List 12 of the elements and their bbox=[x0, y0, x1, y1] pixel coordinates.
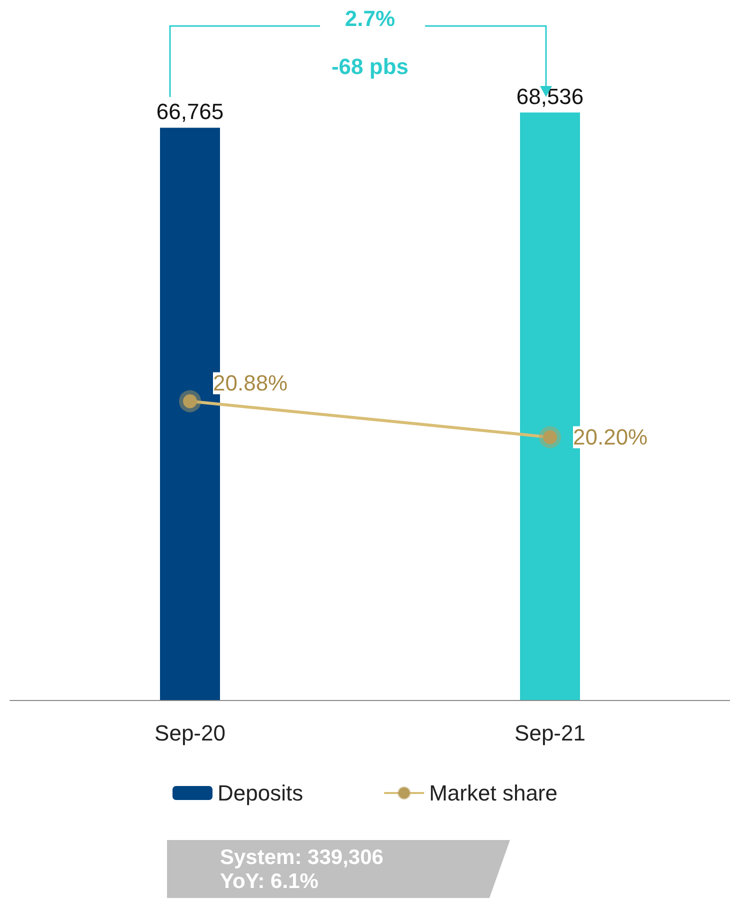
legend-label: Market share bbox=[429, 780, 558, 806]
text: System: 339,306 bbox=[220, 846, 384, 870]
x-tick-label: Sep-20 bbox=[154, 720, 226, 746]
x-tick-label: Sep-21 bbox=[514, 720, 586, 746]
data-label: 68,536 bbox=[516, 84, 584, 110]
text: 2.7% bbox=[344, 6, 396, 32]
data-label: 66,765 bbox=[156, 99, 224, 124]
data-label: 20.88% bbox=[213, 370, 288, 396]
text: YoY: 6.1% bbox=[220, 870, 320, 894]
legend-label: Deposits bbox=[218, 780, 304, 806]
data-label: 20.20% bbox=[573, 424, 648, 450]
text: -68 pbs bbox=[330, 54, 410, 80]
